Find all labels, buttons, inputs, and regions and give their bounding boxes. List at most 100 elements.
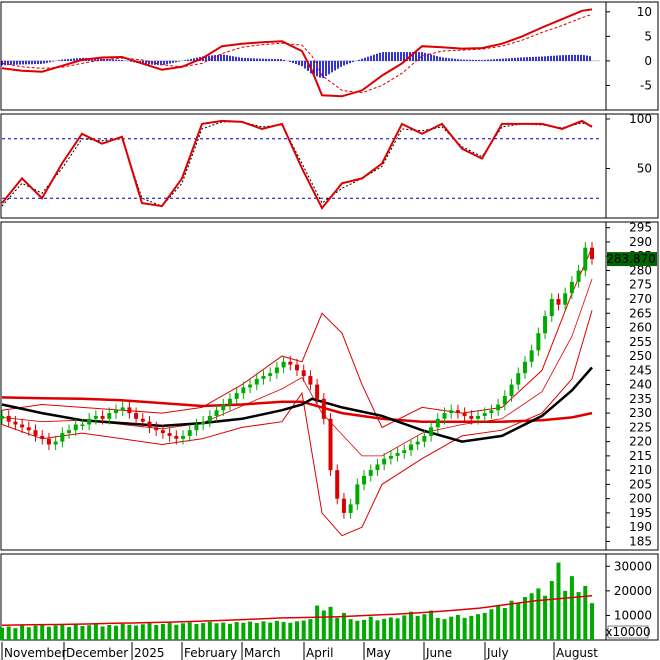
volume-bar [154,625,159,640]
volume-bar [254,623,259,640]
candle-body [382,458,387,465]
volume-bar [46,626,51,640]
volume-bar [348,619,353,640]
month-label-february: February [184,646,237,660]
candle-body [476,415,481,419]
volume-bar [201,623,206,640]
volume-bar [241,622,246,640]
candle-body [261,376,266,379]
y-tick-label: 10 [637,5,652,19]
candle-body [522,361,527,374]
volume-bar [120,623,125,640]
candle-body [174,435,179,439]
y-tick-label: 100 [629,112,652,126]
volume-bar [214,623,219,640]
y-tick-label: 265 [629,306,652,320]
volume-bar [194,624,199,640]
volume-bar [187,622,192,640]
candle-body [502,395,507,405]
volume-bar [590,603,594,640]
volume-bar [147,623,152,640]
volume-bar [355,620,360,640]
volume-bar [274,620,279,640]
volume-bar [502,608,507,640]
candle-body [33,430,38,436]
candle-body [362,475,367,485]
volume-bar [321,610,326,640]
candle-body [355,484,360,505]
candle-body [107,413,112,419]
volume-unit-label: x10000 [605,625,650,639]
volume-bar [67,626,72,640]
volume-bar [295,621,299,640]
volume-bar [516,603,521,640]
y-tick-label: 245 [629,363,652,377]
candle-body [194,424,199,431]
y-tick-label: 210 [629,463,652,477]
y-tick-label: 5 [644,29,652,43]
volume-bar [341,612,346,640]
volume-bar [80,625,85,640]
candle-body [60,433,65,442]
volume-bar [107,625,112,640]
volume-unit-box [607,625,649,639]
candle-body [529,350,534,362]
volume-bar [40,624,45,640]
bollinger-lower [1,310,593,537]
volume-bar [388,617,393,640]
y-tick-label: 260 [629,321,652,335]
volume-bar [529,593,534,640]
volume-bar [113,625,118,640]
volume-bar [496,605,501,640]
candle-body [348,504,353,513]
volume-bar [93,624,98,640]
volume-bar [227,623,232,640]
volume-bar [509,600,514,640]
candle-body [134,413,139,419]
candle-body [335,470,340,499]
candle-body [449,410,454,414]
volume-bar [375,620,380,640]
candle-body [93,415,98,419]
candle-body [40,435,45,439]
candle-body [87,418,92,425]
candle-body [583,247,588,271]
macd-signal-line [1,13,593,94]
volume-bar [482,612,487,640]
panel-frame-macd [0,1,659,111]
volume-bar [140,624,145,640]
volume-bar [100,626,105,640]
volume-bar [442,619,447,640]
candle-body [576,270,581,282]
candle-body [536,333,541,351]
candle-body [496,404,501,411]
y-tick-label: 225 [629,420,652,434]
candle-body [462,413,467,416]
candle-body [590,247,594,260]
y-tick-label: 270 [629,292,652,306]
candle-body [489,410,494,414]
candle-body [248,384,253,388]
volume-bar [268,622,273,640]
candle-body [234,393,239,399]
candle-body [295,364,299,371]
volume-bar [455,614,460,640]
candle-body [563,293,568,305]
volume-bar [181,623,186,640]
candle-body [455,410,460,414]
y-tick-label: 190 [629,520,652,534]
candle-body [402,450,407,454]
candle-body [288,361,293,365]
volume-bar [308,619,313,640]
candle-body [221,404,226,411]
candle-body [181,435,186,439]
candle-body [241,387,246,394]
volume-bar [429,610,434,640]
volume-bar [576,592,581,640]
candle-body [281,361,286,368]
y-tick-label: 235 [629,392,652,406]
y-tick-label: 255 [629,335,652,349]
volume-bar [73,624,78,640]
volume-bar [127,624,132,640]
